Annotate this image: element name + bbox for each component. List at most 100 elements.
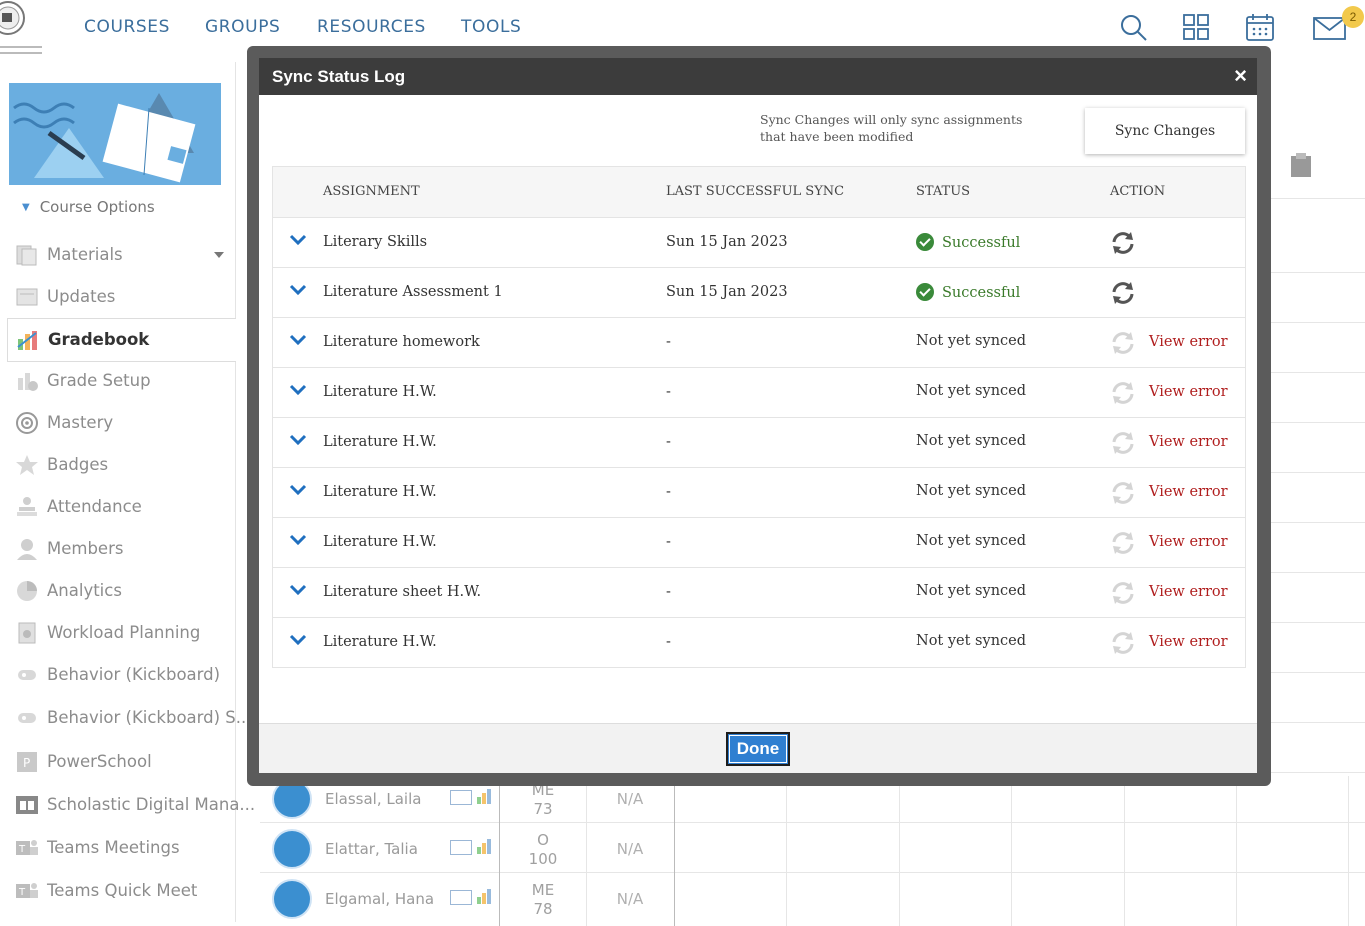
sidebar-item-behavior-kickboard-s[interactable]: Behavior (Kickboard) S... [0, 697, 252, 739]
mail-icon[interactable] [450, 890, 472, 905]
svg-text:T: T [18, 844, 26, 855]
grade-value: 73 [533, 800, 553, 818]
sidebar-item-updates[interactable]: Updates [0, 276, 234, 318]
refresh-icon[interactable] [1110, 630, 1136, 656]
sidebar-item-analytics[interactable]: Analytics [0, 570, 234, 612]
assignment-name: Literature sheet H.W. [323, 584, 482, 600]
sidebar-item-attendance[interactable]: Attendance [0, 486, 234, 528]
close-icon[interactable]: × [1234, 63, 1247, 88]
sidebar-item-mastery[interactable]: Mastery [0, 402, 234, 444]
grade-cell[interactable]: O 100 [500, 831, 586, 869]
clipboard-icon[interactable] [1288, 152, 1314, 178]
column-header-status: STATUS [916, 184, 971, 199]
student-row[interactable]: Elgamal, Hana ME 78 N/A [260, 873, 1365, 923]
view-error-link[interactable]: View error [1149, 584, 1228, 600]
sidebar-item-label: PowerSchool [47, 752, 152, 771]
calendar-icon[interactable] [1245, 12, 1275, 42]
assignment-name: Literature H.W. [323, 634, 437, 650]
view-error-link[interactable]: View error [1149, 534, 1228, 550]
dropdown-caret-icon[interactable] [214, 252, 224, 258]
chevron-down-icon[interactable] [289, 534, 307, 546]
apps-grid-icon[interactable] [1181, 12, 1211, 42]
sidebar-item-scholastic[interactable]: Scholastic Digital Mana... [0, 784, 255, 826]
chevron-down-icon[interactable] [289, 234, 307, 246]
chevron-down-icon[interactable] [289, 584, 307, 596]
grade-cell[interactable]: ME 73 [500, 781, 586, 819]
avatar[interactable] [272, 879, 312, 919]
sync-status-log-dialog: Sync Status Log × Sync Changes will only… [259, 58, 1257, 773]
refresh-icon[interactable] [1110, 430, 1136, 456]
dialog-header: Sync Status Log × [259, 58, 1257, 95]
avatar[interactable] [272, 829, 312, 869]
sidebar-item-label: Analytics [47, 581, 122, 600]
student-name[interactable]: Elassal, Laila [325, 790, 422, 808]
refresh-icon[interactable] [1110, 480, 1136, 506]
sidebar-item-teams-quick-meet[interactable]: T Teams Quick Meet [0, 870, 234, 912]
nav-tools[interactable]: TOOLS [461, 17, 522, 37]
student-row[interactable]: Elattar, Talia O 100 N/A [260, 823, 1365, 873]
grade-cell-secondary[interactable]: N/A [616, 790, 644, 808]
done-button[interactable]: Done [726, 732, 790, 766]
grade-cell-secondary[interactable]: N/A [616, 890, 644, 908]
nav-groups[interactable]: GROUPS [205, 17, 281, 37]
refresh-icon[interactable] [1110, 230, 1136, 256]
chevron-down-icon[interactable] [289, 434, 307, 446]
refresh-icon[interactable] [1110, 280, 1136, 306]
chevron-down-icon[interactable] [289, 284, 307, 296]
sidebar-item-label: Behavior (Kickboard) [47, 665, 221, 684]
grade-cell-secondary[interactable]: N/A [616, 840, 644, 858]
powerschool-icon: P [17, 752, 37, 772]
refresh-icon[interactable] [1110, 580, 1136, 606]
sidebar-item-gradebook[interactable]: Gradebook [7, 318, 236, 362]
sidebar-item-powerschool[interactable]: P PowerSchool [0, 741, 234, 783]
status-successful: Successful [916, 233, 1020, 251]
view-error-link[interactable]: View error [1149, 484, 1228, 500]
view-error-link[interactable]: View error [1149, 434, 1228, 450]
table-row: Literature H.W. - Not yet synced View error [273, 468, 1245, 518]
table-row: Literature H.W. - Not yet synced View error [273, 518, 1245, 568]
mail-count-badge: 2 [1342, 6, 1364, 28]
sidebar-item-label: Members [47, 539, 124, 558]
sync-changes-button[interactable]: Sync Changes [1085, 108, 1245, 154]
sidebar-item-workload-planning[interactable]: Workload Planning [0, 612, 234, 654]
view-error-link[interactable]: View error [1149, 634, 1228, 650]
school-logo[interactable] [0, 0, 42, 62]
sidebar-item-behavior-kickboard[interactable]: Behavior (Kickboard) [0, 654, 234, 696]
last-sync-date: Sun 15 Jan 2023 [666, 284, 788, 300]
mail-icon[interactable] [450, 840, 472, 855]
bar-chart-icon[interactable] [476, 788, 492, 804]
refresh-icon[interactable] [1110, 380, 1136, 406]
course-options-toggle[interactable]: ▼ Course Options [22, 198, 155, 216]
mail-icon[interactable] [450, 790, 472, 805]
student-name[interactable]: Elgamal, Hana [325, 890, 435, 908]
student-name[interactable]: Elattar, Talia [325, 840, 418, 858]
column-header-assignment: ASSIGNMENT [323, 184, 420, 199]
chevron-down-icon[interactable] [289, 634, 307, 646]
view-error-link[interactable]: View error [1149, 334, 1228, 350]
sidebar-item-members[interactable]: Members [0, 528, 234, 570]
table-row: Literature H.W. - Not yet synced View error [273, 368, 1245, 418]
chevron-down-icon[interactable] [289, 484, 307, 496]
grade-cell[interactable]: ME 78 [500, 881, 586, 919]
sidebar-item-label: Scholastic Digital Mana... [47, 795, 256, 814]
mail-icon[interactable] [1313, 12, 1347, 42]
sidebar-item-grade-setup[interactable]: Grade Setup [0, 360, 234, 402]
sidebar-item-badges[interactable]: Badges [0, 444, 234, 486]
refresh-icon[interactable] [1110, 530, 1136, 556]
view-error-link[interactable]: View error [1149, 384, 1228, 400]
nav-resources[interactable]: RESOURCES [317, 17, 426, 37]
bar-chart-icon[interactable] [476, 888, 492, 904]
nav-courses[interactable]: COURSES [84, 17, 171, 37]
search-icon[interactable] [1119, 12, 1149, 42]
sidebar-item-teams-meetings[interactable]: T Teams Meetings [0, 827, 234, 869]
course-options-label: Course Options [39, 198, 155, 216]
sidebar-item-label: Mastery [47, 413, 114, 432]
sidebar-item-materials[interactable]: Materials [0, 234, 234, 276]
chevron-down-icon[interactable] [289, 334, 307, 346]
last-sync-date: - [666, 584, 671, 600]
bar-chart-icon[interactable] [476, 838, 492, 854]
gradebook-icon [17, 331, 37, 350]
assignment-name: Literature H.W. [323, 534, 437, 550]
refresh-icon[interactable] [1110, 330, 1136, 356]
chevron-down-icon[interactable] [289, 384, 307, 396]
